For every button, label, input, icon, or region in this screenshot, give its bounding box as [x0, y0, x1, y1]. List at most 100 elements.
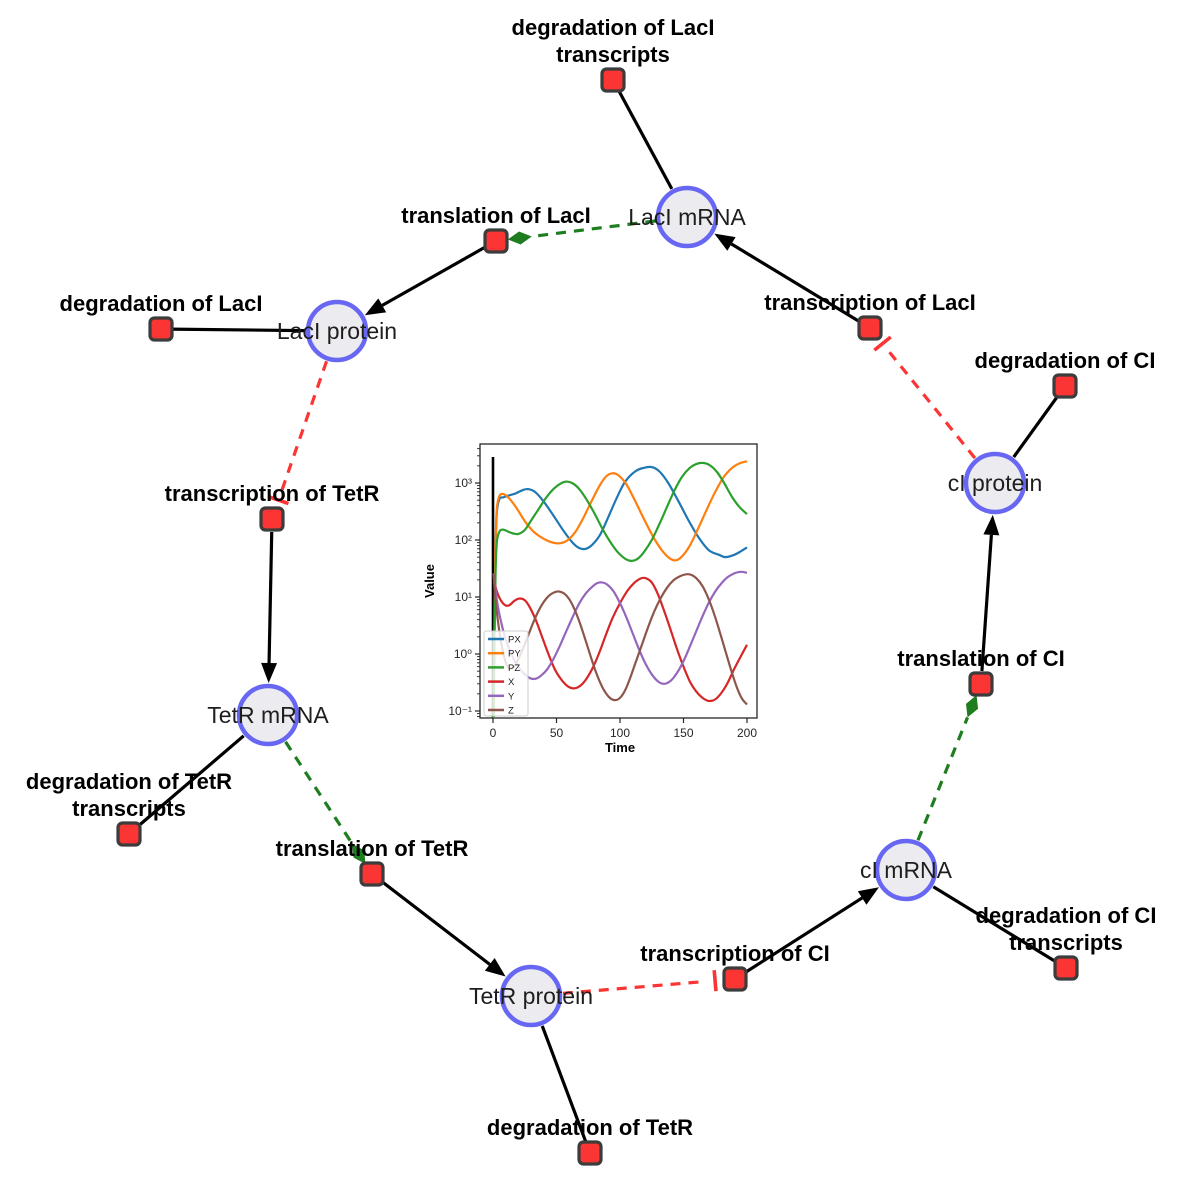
legend-label-Z: Z [508, 706, 514, 717]
species-label-laci-mrna: LacI mRNA [628, 204, 746, 230]
reaction-label-transl-laci: translation of LacI [401, 203, 590, 228]
timecourse-chart: Time Value 0 50 100 150 200 10⁻¹ 10⁰ 10¹ 10² 10³ P… [422, 443, 758, 755]
edge-transl-laci-laci-protein [364, 246, 486, 316]
reaction-square[interactable] [968, 671, 994, 697]
reaction-node-deg-laci-tx[interactable] [600, 67, 626, 93]
species-circle[interactable] [236, 683, 300, 747]
species-label-laci-protein: LacI protein [277, 318, 397, 344]
edge-laci-mrna-deg-laci-tx [615, 87, 674, 190]
modifier-edge-line [531, 219, 656, 239]
reaction-node-transl-ci[interactable] [968, 671, 994, 697]
reaction-square[interactable] [722, 966, 748, 992]
modifier-edge-line [284, 740, 354, 845]
reaction-square[interactable] [483, 228, 509, 254]
y-tick-label--1: 10⁻¹ [448, 704, 472, 718]
legend-label-X: X [508, 677, 515, 688]
edge-laci-mrna-transl-laci [507, 219, 656, 245]
reaction-node-deg-laci[interactable] [148, 316, 174, 342]
edge-tetr-mrna-deg-tetr-tx [134, 734, 245, 830]
edge-tx-laci-laci-mrna [714, 233, 860, 323]
modifier-diamond-icon [965, 695, 979, 718]
species-label-tetr-mrna: TetR mRNA [207, 702, 329, 728]
reaction-node-tx-tetr[interactable] [259, 506, 285, 532]
reaction-node-deg-tetr[interactable] [577, 1140, 603, 1166]
reaction-square[interactable] [577, 1140, 603, 1166]
reaction-square[interactable] [359, 861, 385, 887]
chart-legend: PX PY PZ XYZ [483, 630, 529, 717]
reaction-square[interactable] [259, 506, 285, 532]
reaction-square[interactable] [116, 821, 142, 847]
consumption-edge-line [615, 87, 674, 190]
inhibition-tbar-icon [268, 494, 290, 506]
species-node-tetr-protein[interactable] [499, 964, 563, 1028]
legend-label-PY: PY [508, 649, 521, 660]
species-circle[interactable] [305, 299, 369, 363]
production-edge-line [730, 242, 860, 323]
species-circle[interactable] [874, 838, 938, 902]
arrowhead-icon [714, 233, 736, 251]
production-edge-line [745, 896, 864, 974]
chart-curve-Z [492, 573, 748, 706]
reaction-node-deg-ci-tx[interactable] [1053, 955, 1079, 981]
arrowhead-icon [983, 514, 1000, 536]
x-tick-label-200: 200 [737, 726, 757, 740]
species-node-tetr-mrna[interactable] [236, 683, 300, 747]
reaction-square[interactable] [148, 316, 174, 342]
nodes-layer [116, 67, 1079, 1166]
edge-tetr-protein-deg-tetr [540, 1025, 589, 1146]
species-node-ci-protein[interactable] [963, 451, 1027, 515]
reaction-node-tx-laci[interactable] [857, 315, 883, 341]
modifier-diamond-icon [352, 843, 366, 864]
consumption-edge-line [932, 885, 1060, 965]
inhibition-tbar-icon [873, 335, 892, 352]
species-circle[interactable] [499, 964, 563, 1028]
labels-layer: LacI mRNA LacI protein TetR mRNA TetR prote… [26, 15, 1157, 1140]
edge-tetr-mrna-transl-tetr [284, 740, 366, 864]
species-node-ci-mrna[interactable] [874, 838, 938, 902]
reaction-label-tx-laci: transcription of LacI [764, 290, 975, 315]
species-label-ci-protein: cI protein [948, 470, 1043, 496]
reaction-node-transl-tetr[interactable] [359, 861, 385, 887]
consumption-edge-line [134, 734, 245, 830]
species-node-laci-protein[interactable] [305, 299, 369, 363]
x-tick-label-150: 150 [673, 726, 693, 740]
reaction-node-transl-laci[interactable] [483, 228, 509, 254]
reaction-node-tx-ci[interactable] [722, 966, 748, 992]
legend-item-PZ: PZ [488, 663, 520, 674]
production-edge-line [980, 534, 993, 672]
y-tick-label-1: 10¹ [455, 590, 472, 604]
x-tick-label-100: 100 [610, 726, 630, 740]
edge-transl-ci-ci-protein [980, 514, 1000, 672]
reaction-label-deg-ci-tx: transcripts [1009, 930, 1123, 955]
legend-label-PX: PX [508, 635, 521, 646]
reaction-node-deg-ci[interactable] [1052, 373, 1078, 399]
y-tick-label-0: 10⁰ [454, 647, 472, 661]
inhibition-edge-line [888, 351, 977, 460]
x-tick-label-50: 50 [550, 726, 564, 740]
modifier-diamond-icon [507, 231, 532, 245]
chart-curve-PZ [492, 461, 748, 718]
reaction-square[interactable] [857, 315, 883, 341]
reaction-label-deg-laci-tx: degradation of LacI [512, 15, 715, 40]
x-tick-label-0: 0 [490, 726, 497, 740]
consumption-edge-line [540, 1025, 589, 1146]
reaction-square[interactable] [1053, 955, 1079, 981]
edge-transl-tetr-tetr-protein [381, 880, 506, 977]
species-circle[interactable] [655, 185, 719, 249]
reaction-square[interactable] [600, 67, 626, 93]
reaction-node-deg-tetr-tx[interactable] [116, 821, 142, 847]
production-edge-line [381, 880, 491, 966]
edge-ci-protein-tx-laci [873, 335, 977, 460]
species-label-ci-mrna: cI mRNA [860, 857, 953, 883]
species-node-laci-mrna[interactable] [655, 185, 719, 249]
inhibition-edge-line [280, 360, 329, 491]
species-circle[interactable] [963, 451, 1027, 515]
reaction-label-deg-ci-tx: degradation of CI [976, 903, 1157, 928]
y-axis-title: Value [422, 564, 437, 598]
reaction-square[interactable] [1052, 373, 1078, 399]
reaction-label-deg-tetr-tx: degradation of TetR [26, 769, 232, 794]
inhibition-edge-line [562, 979, 705, 995]
consumption-edge-line [169, 327, 306, 333]
edge-ci-mrna-transl-ci [916, 695, 979, 841]
